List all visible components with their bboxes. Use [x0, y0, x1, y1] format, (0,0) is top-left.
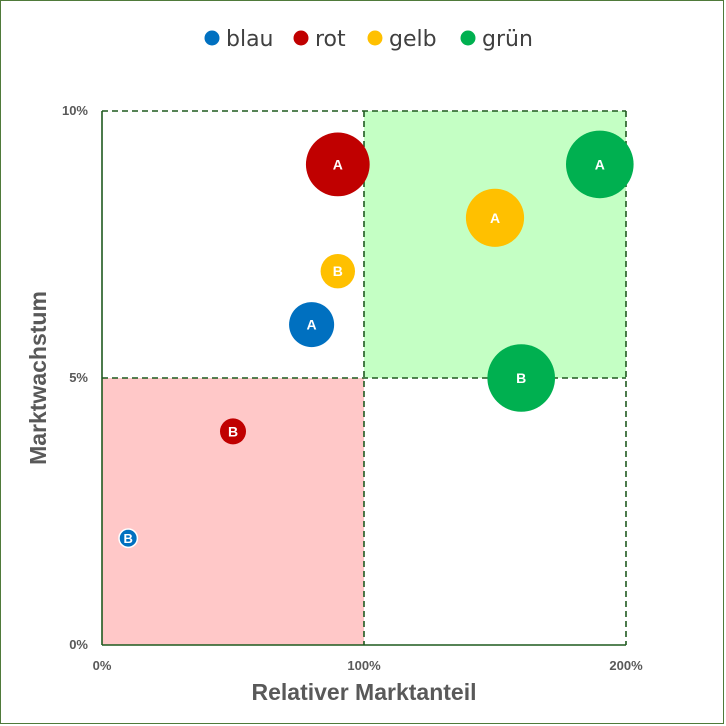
bubble-grün-A: [565, 130, 634, 199]
quadrant-grid: [101, 110, 627, 646]
bubble-rot-B: [219, 418, 247, 445]
legend: blau rot gelb grün: [204, 27, 533, 52]
legend-marker-gelb: [367, 30, 383, 46]
bubble-rot-A: [305, 132, 370, 197]
legend-label-gelb: gelb: [389, 27, 437, 52]
y-tick-label: 0%: [69, 637, 88, 652]
bubble-label-grün-A: A: [595, 156, 605, 172]
bubble-label-rot-B: B: [228, 423, 238, 439]
y-tick-label: 5%: [69, 370, 88, 385]
x-axis-title: Relativer Marktanteil: [252, 679, 477, 705]
y-tick-label: 10%: [62, 103, 88, 118]
quadrant-fill-0: [102, 378, 364, 645]
axis-ticks: 0% 100% 200% 0% 5% 10%: [62, 103, 643, 673]
bubble-label-gelb-B: B: [333, 263, 343, 279]
x-tick-label: 200%: [609, 658, 643, 673]
legend-label-blau: blau: [226, 27, 274, 52]
legend-marker-rot: [293, 30, 309, 46]
bubble-blau-B: [118, 528, 139, 549]
bubble-label-blau-B: B: [124, 531, 133, 546]
bubble-blau-A: [289, 302, 335, 348]
bubble-gelb-A: [465, 188, 525, 247]
bubble-gelb-B: [320, 253, 356, 289]
legend-marker-blau: [204, 30, 220, 46]
bubble-label-grün-B: B: [516, 370, 526, 386]
bubble-grün-B: [487, 344, 556, 412]
y-axis-title: Marktwachstum: [25, 291, 51, 465]
legend-label-grün: grün: [482, 27, 533, 52]
bubbles: B A B A B A B A: [118, 130, 634, 549]
legend-label-rot: rot: [315, 27, 346, 52]
bubble-label-gelb-A: A: [490, 210, 500, 226]
bubble-label-blau-A: A: [307, 317, 317, 333]
legend-marker-grün: [460, 30, 476, 46]
x-tick-label: 0%: [93, 658, 112, 673]
bubble-label-rot-A: A: [333, 156, 343, 172]
x-tick-label: 100%: [347, 658, 381, 673]
